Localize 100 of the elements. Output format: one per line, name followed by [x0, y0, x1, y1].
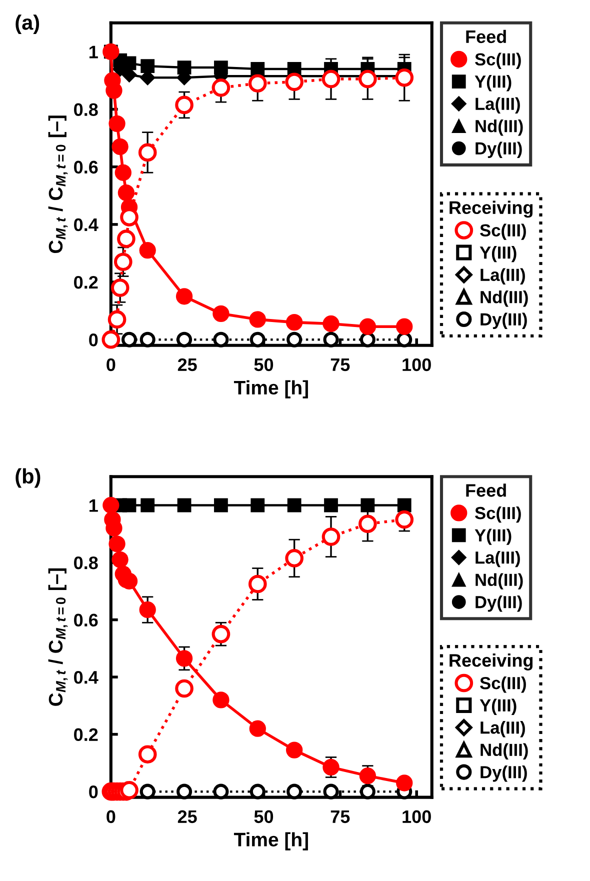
point	[121, 332, 138, 348]
y-tick-label: 1	[90, 499, 98, 512]
y-tick-label: 0.6	[74, 614, 98, 627]
point	[140, 332, 156, 348]
x-tick-label: 0	[106, 358, 116, 372]
chart-title: (a)	[16, 14, 40, 34]
text: Receiving	[450, 200, 533, 218]
point	[396, 332, 412, 348]
point	[108, 310, 126, 329]
point	[212, 692, 230, 708]
point	[359, 767, 376, 784]
legend-label: Dy(III)	[476, 142, 522, 158]
point	[212, 305, 230, 322]
point	[120, 780, 138, 800]
x-tick-label: 50	[254, 358, 274, 372]
point	[213, 784, 229, 800]
x-axis-title: Time [h]	[234, 380, 308, 398]
point	[285, 549, 304, 568]
point	[395, 510, 414, 529]
point	[140, 59, 155, 74]
point	[176, 650, 193, 667]
point	[360, 784, 376, 800]
x-tick-label: 75	[330, 358, 350, 372]
x-tick-label: 25	[178, 810, 197, 824]
legend-label: Nd(III)	[476, 120, 523, 136]
legend-label: Nd(III)	[480, 743, 528, 760]
point	[322, 315, 340, 332]
legend-label: Dy(III)	[476, 596, 522, 612]
point	[322, 758, 340, 776]
point	[139, 242, 156, 259]
y-tick-label: 0	[89, 334, 98, 346]
point	[114, 164, 132, 181]
point	[102, 330, 120, 349]
point	[322, 70, 340, 88]
point	[248, 574, 267, 594]
legend-label: La(III)	[476, 550, 520, 568]
legend-label: La(III)	[476, 97, 520, 114]
legend-label: La(III)	[480, 268, 525, 284]
legend-label: Y(III)	[474, 528, 512, 545]
legend-label: Sc(III)	[480, 224, 526, 240]
y-tick-label: 0	[89, 786, 98, 798]
x-tick-label: 100	[402, 810, 431, 824]
legend-label: Y(III)	[480, 246, 516, 262]
point	[286, 784, 302, 800]
legend-label: Y(III)	[480, 698, 516, 715]
point	[358, 514, 377, 534]
y-tick-label: 0.2	[74, 728, 98, 742]
point	[110, 278, 130, 297]
y-tick-label: 0.8	[74, 103, 98, 116]
y-tick-label: 0.2	[74, 276, 98, 289]
point	[250, 784, 266, 800]
point	[397, 498, 412, 512]
point	[359, 318, 376, 335]
point	[175, 96, 194, 114]
point	[139, 601, 156, 618]
legend-label: Sc(III)	[474, 506, 521, 523]
x-tick-label: 25	[178, 358, 197, 372]
x-axis-title: Time [h]	[234, 832, 308, 850]
point	[117, 230, 136, 248]
point	[250, 498, 265, 512]
y-tick-label: 1	[90, 46, 98, 58]
point	[138, 745, 157, 764]
y-tick-label: 0.4	[74, 218, 98, 232]
point	[102, 496, 120, 514]
point	[360, 498, 375, 512]
point	[176, 288, 193, 305]
y-axis-title: C$_{M,t}$ / C$_{M,t=0}$ [–]	[48, 568, 68, 706]
point	[140, 784, 156, 800]
text: Feed	[466, 484, 506, 497]
point	[286, 742, 303, 758]
point	[175, 679, 194, 698]
y-axis-title: C$_{M,t}$ / C$_{M,t=0}$ [–]	[48, 116, 68, 254]
legend-label: Sc(III)	[474, 52, 521, 69]
point	[140, 498, 155, 512]
y-tick-label: 0.8	[74, 556, 98, 570]
y-tick-label: 0.4	[74, 670, 98, 684]
point	[322, 528, 340, 546]
point	[122, 498, 136, 512]
point	[118, 184, 135, 202]
point	[286, 314, 303, 331]
point	[249, 720, 266, 737]
legend-label: Dy(III)	[480, 312, 527, 329]
y-tick-label: 0.6	[74, 160, 98, 174]
legend-label: La(III)	[480, 721, 525, 738]
point	[396, 774, 413, 792]
x-tick-label: 100	[402, 358, 431, 372]
legend-label: Nd(III)	[476, 573, 523, 590]
point	[323, 784, 339, 800]
point	[213, 332, 229, 348]
point	[176, 332, 192, 348]
point	[286, 332, 302, 348]
point	[114, 252, 132, 272]
legend-label: Y(III)	[474, 75, 512, 92]
legend-label: Dy(III)	[480, 766, 527, 782]
point	[395, 68, 414, 87]
point	[287, 498, 302, 512]
text: Receiving	[450, 654, 533, 670]
point	[249, 311, 266, 328]
point	[248, 74, 267, 93]
point	[396, 318, 413, 335]
